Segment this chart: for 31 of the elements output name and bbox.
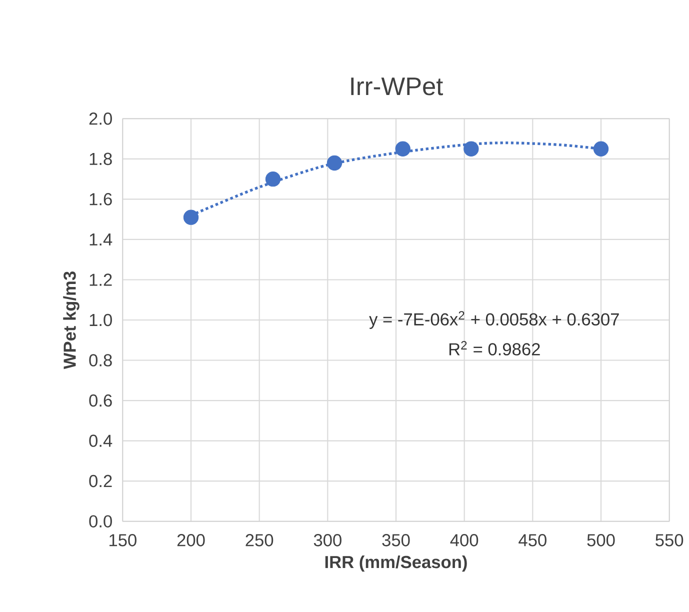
x-tick-label: 400 xyxy=(450,534,478,546)
y-tick-label: 2.0 xyxy=(89,112,112,125)
y-tick-label: 1.2 xyxy=(90,274,112,286)
y-tick-label: 0.4 xyxy=(89,434,112,447)
x-tick-label: 250 xyxy=(246,534,274,546)
x-tick-label: 200 xyxy=(177,534,205,546)
x-tick-label: 550 xyxy=(656,534,684,546)
y-tick-label: 0.0 xyxy=(89,515,112,528)
point xyxy=(326,155,342,171)
x-tick-label: 350 xyxy=(382,534,410,546)
x-tick-label: 450 xyxy=(518,534,546,546)
x-tick-label: 150 xyxy=(110,534,136,546)
y-tick-label: 1.8 xyxy=(90,152,112,166)
x-axis-title: IRR (mm/Season) xyxy=(325,555,467,572)
point xyxy=(183,210,199,225)
y-tick-label: 0.6 xyxy=(89,394,112,407)
point xyxy=(593,141,609,156)
annotation: R$^{2}$ = 0.9862 xyxy=(449,340,540,356)
x-tick-label: 500 xyxy=(587,534,615,546)
point xyxy=(395,141,410,156)
y-axis-title: WPet kg/m3 xyxy=(63,272,80,370)
y-tick-label: 1.0 xyxy=(90,314,112,326)
y-tick-label: 1.4 xyxy=(90,234,112,246)
y-tick-label: 0.8 xyxy=(89,354,112,366)
point xyxy=(464,141,479,156)
y-tick-label: 1.6 xyxy=(90,193,112,206)
point xyxy=(265,171,281,187)
chart-title: Irr-WPet xyxy=(351,78,443,96)
x-tick-label: 300 xyxy=(314,534,342,546)
y-tick-label: 0.2 xyxy=(89,474,112,488)
annotation: y = -7E-06x$^{2}$ + 0.0058x + 0.6307 xyxy=(369,311,619,329)
